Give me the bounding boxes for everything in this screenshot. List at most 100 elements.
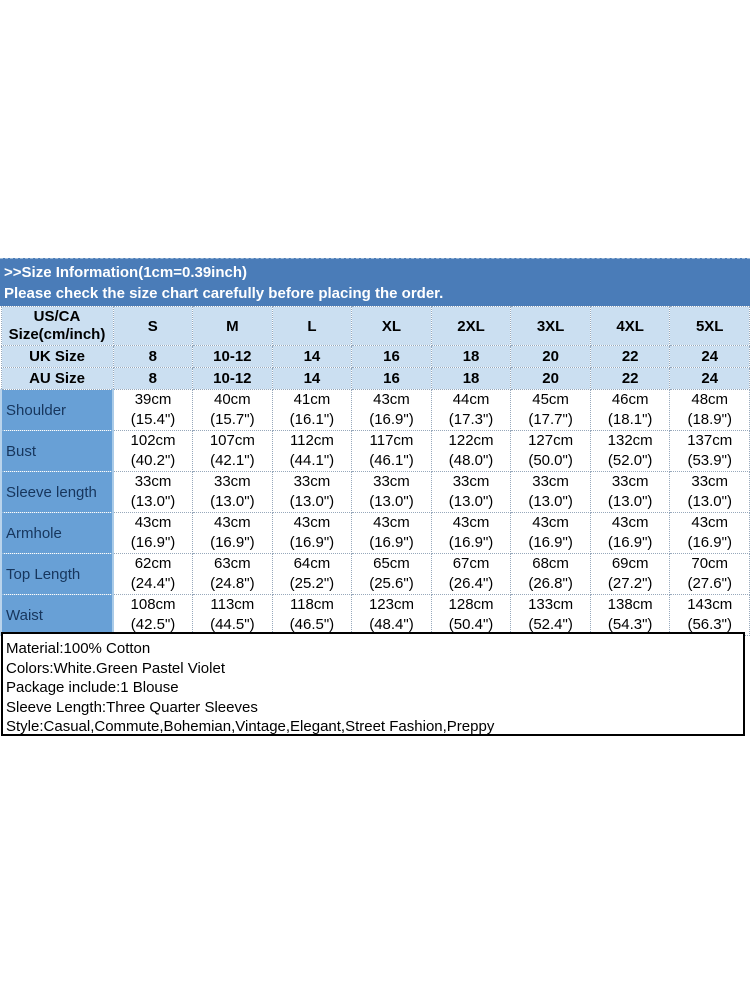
measurement-cell: 43cm (16.9") [112, 512, 194, 554]
measurement-cm: 43cm [293, 514, 331, 531]
measurement-row: Waist 108cm (42.5") 113cm (44.5") 118cm (46.5"… [0, 594, 750, 636]
measurement-cm: 43cm [452, 514, 490, 531]
size-conversion-row: UK Size 8 10-12 14 16 18 20 22 24 [0, 345, 750, 368]
measurement-inch: (17.3") [448, 411, 494, 428]
measurement-inch: (27.2") [607, 575, 653, 592]
measurement-inch: (15.4") [130, 411, 176, 428]
measurement-inch: (17.7") [528, 411, 573, 428]
size-grid-table: US/CA Size(cm/inch) S M L XL 2XL 3XL 4XL 5XL UK Si… [0, 306, 750, 636]
measurement-cm: 43cm [134, 514, 172, 531]
product-detail-line: Style:Casual,Commute,Bohemian,Vintage,El… [6, 718, 495, 735]
size-column-header: S [112, 306, 194, 346]
measurement-cm: 108cm [130, 596, 176, 613]
measurement-inch: (13.0") [289, 493, 335, 510]
conversion-value-cell: 20 [510, 345, 591, 368]
measurement-cell: 40cm (15.7") [192, 389, 273, 431]
measurement-cell: 108cm (42.5") [112, 594, 194, 636]
measurement-cm: 44cm [452, 391, 490, 408]
measurement-cell: 33cm (13.0") [192, 471, 273, 513]
product-detail-line: Package include:1 Blouse [6, 679, 179, 696]
measurement-cm: 33cm [452, 473, 490, 490]
row-label: UK Size [0, 345, 114, 368]
measurement-cm: 45cm [532, 391, 569, 408]
measurement-cm: 63cm [214, 555, 251, 572]
measurement-cell: 43cm (16.9") [589, 512, 671, 554]
measurement-cell: 113cm (44.5") [192, 594, 273, 636]
conversion-value-cell: 18 [430, 345, 512, 368]
measurement-cm: 33cm [373, 473, 410, 490]
measurement-inch: (13.0") [528, 493, 573, 510]
size-column-header: 5XL [669, 306, 750, 346]
measurement-cell: 33cm (13.0") [510, 471, 591, 513]
measurement-cm: 132cm [607, 432, 653, 449]
conversion-value-cell: 14 [271, 345, 353, 368]
measurement-inch: (50.0") [528, 452, 573, 469]
measurement-cm: 39cm [134, 391, 172, 408]
measurement-inch: (26.4") [448, 575, 494, 592]
measurement-inch: (16.9") [607, 534, 653, 551]
measurement-cm: 43cm [532, 514, 569, 531]
measurement-inch: (24.8") [210, 575, 255, 592]
conversion-value-cell: 16 [351, 367, 432, 390]
measurement-inch: (48.0") [448, 452, 494, 469]
measurement-cell: 143cm (56.3") [669, 594, 750, 636]
measurement-cell: 132cm (52.0") [589, 430, 671, 472]
conversion-value-cell: 20 [510, 367, 591, 390]
measurement-inch: (46.1") [369, 452, 414, 469]
measurement-cell: 45cm (17.7") [510, 389, 591, 431]
measurement-cm: 43cm [611, 514, 649, 531]
row-label: Sleeve length [0, 471, 114, 513]
measurement-cm: 128cm [448, 596, 494, 613]
conversion-value-cell: 16 [351, 345, 432, 368]
measurement-cm: 127cm [528, 432, 574, 449]
measurement-cm: 143cm [687, 596, 733, 613]
measurement-inch: (25.2") [289, 575, 335, 592]
measurement-inch: (54.3") [607, 616, 653, 633]
measurement-inch: (16.9") [528, 534, 573, 551]
measurement-inch: (16.9") [687, 534, 732, 551]
measurement-inch: (13.0") [130, 493, 176, 510]
measurement-cm: 46cm [611, 391, 649, 408]
banner-title: >>Size Information(1cm=0.39inch) [4, 264, 247, 281]
measurement-cell: 123cm (48.4") [351, 594, 432, 636]
measurement-inch: (44.1") [289, 452, 335, 469]
measurement-cell: 69cm (27.2") [589, 553, 671, 595]
size-column-header: XL [351, 306, 432, 346]
measurement-inch: (13.0") [607, 493, 653, 510]
measurement-inch: (16.9") [289, 534, 335, 551]
measurement-cell: 43cm (16.9") [192, 512, 273, 554]
measurement-cell: 43cm (16.9") [351, 389, 432, 431]
measurement-cell: 43cm (16.9") [669, 512, 750, 554]
measurement-cell: 117cm (46.1") [351, 430, 432, 472]
measurement-cm: 33cm [134, 473, 172, 490]
measurement-cm: 43cm [691, 514, 729, 531]
banner-subtitle: Please check the size chart carefully be… [4, 285, 444, 302]
measurement-cell: 33cm (13.0") [430, 471, 512, 513]
row-label: Shoulder [0, 389, 114, 431]
measurement-cell: 128cm (50.4") [430, 594, 512, 636]
measurement-inch: (15.7") [210, 411, 255, 428]
measurement-cell: 122cm (48.0") [430, 430, 512, 472]
measurement-inch: (46.5") [289, 616, 335, 633]
size-column-header: 2XL [430, 306, 512, 346]
measurement-cm: 102cm [130, 432, 176, 449]
measurement-cell: 46cm (18.1") [589, 389, 671, 431]
product-detail-line: Colors:White.Green Pastel Violet [6, 659, 225, 677]
measurement-cell: 137cm (53.9") [669, 430, 750, 472]
measurement-inch: (25.6") [369, 575, 414, 592]
measurement-cell: 67cm (26.4") [430, 553, 512, 595]
measurement-cm: 43cm [214, 514, 251, 531]
measurement-cell: 33cm (13.0") [271, 471, 353, 513]
measurement-cell: 133cm (52.4") [510, 594, 591, 636]
measurement-inch: (40.2") [130, 452, 176, 469]
measurement-cell: 68cm (26.8") [510, 553, 591, 595]
table-header-row: US/CA Size(cm/inch) S M L XL 2XL 3XL 4XL 5XL [0, 306, 750, 346]
measurement-row: Top Length 62cm (24.4") 63cm (24.8") 64cm (25.… [0, 553, 750, 595]
measurement-row: Shoulder 39cm (15.4") 40cm (15.7") 41cm (16.1"… [0, 389, 750, 431]
conversion-value-cell: 24 [669, 345, 750, 368]
measurement-cm: 122cm [448, 432, 494, 449]
size-table: US/CA Size(cm/inch) S M L XL 2XL 3XL 4XL 5XL UK Si… [0, 306, 750, 636]
measurement-inch: (16.9") [369, 411, 414, 428]
measurement-cell: 43cm (16.9") [271, 512, 353, 554]
conversion-value-cell: 10-12 [192, 345, 273, 368]
